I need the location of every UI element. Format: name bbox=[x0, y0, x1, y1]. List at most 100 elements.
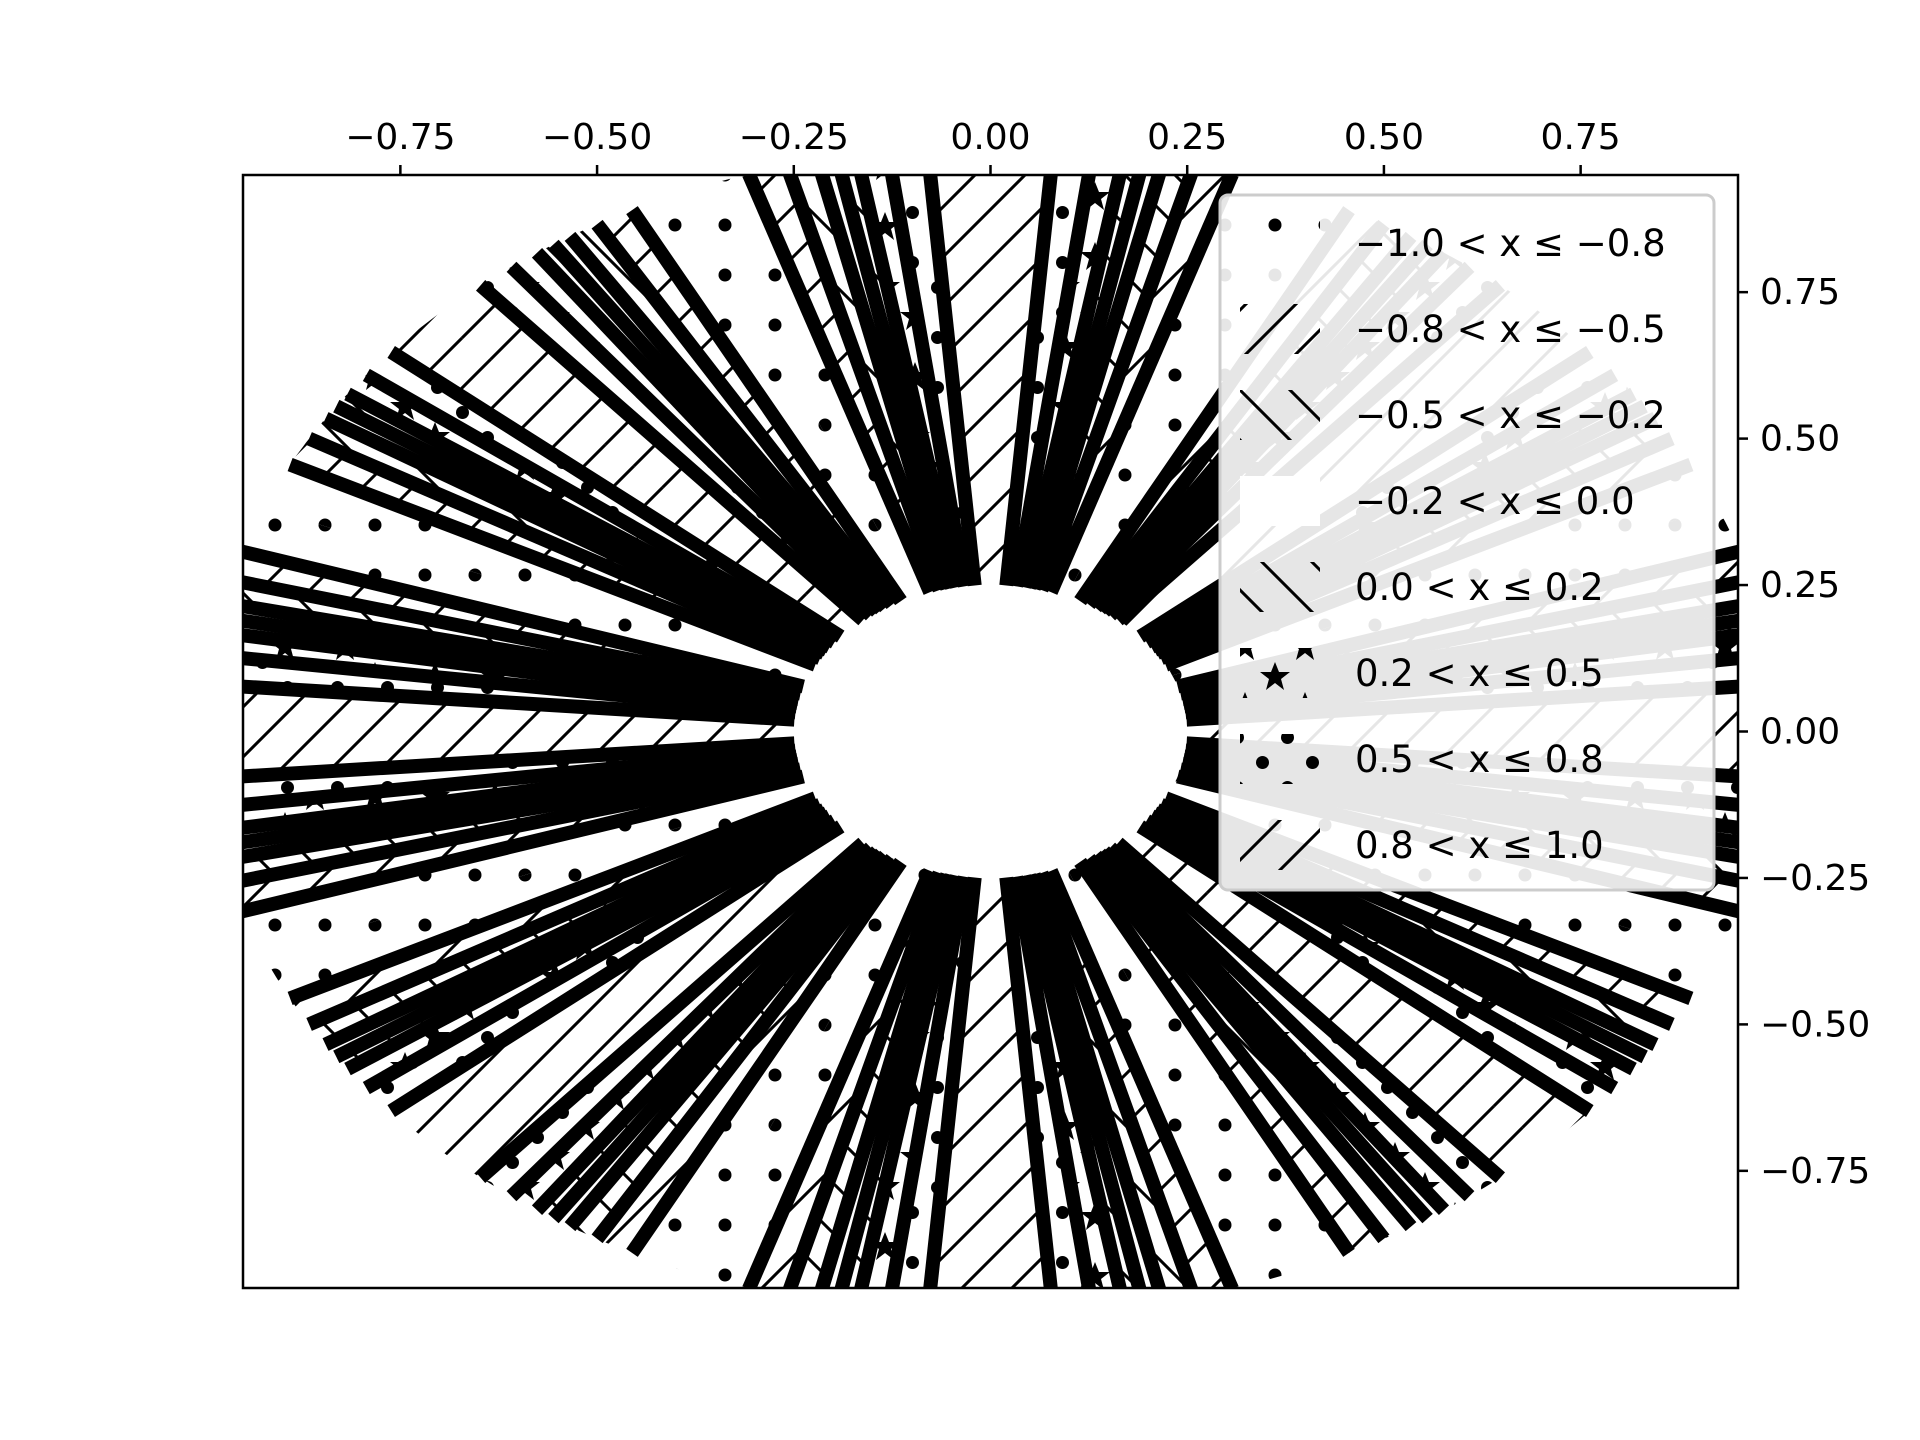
legend-label: −0.5 < x ≤ −0.2 bbox=[1355, 394, 1666, 437]
contour-band bbox=[434, 285, 863, 628]
contour-band bbox=[597, 210, 901, 605]
contour-line bbox=[923, 175, 982, 587]
contour-line bbox=[362, 814, 838, 1095]
contour-line bbox=[1009, 875, 1097, 1288]
contour-line bbox=[1034, 175, 1199, 593]
contour-band bbox=[480, 266, 871, 620]
contour-band bbox=[632, 190, 916, 602]
contour-line bbox=[531, 846, 883, 1216]
contour-line bbox=[626, 857, 907, 1257]
contour-line bbox=[1027, 872, 1167, 1288]
contour-line bbox=[506, 261, 876, 621]
contour-band bbox=[1129, 826, 1590, 1146]
contour-line bbox=[854, 874, 964, 1288]
contour-band bbox=[1050, 866, 1292, 1288]
contour-line bbox=[782, 175, 947, 593]
contour-line bbox=[854, 175, 964, 589]
contour-line bbox=[1113, 837, 1506, 1183]
contour-band bbox=[391, 317, 852, 637]
contour-line bbox=[1022, 175, 1147, 590]
contour-line bbox=[834, 175, 959, 590]
contour-line bbox=[306, 798, 823, 1031]
contour-line bbox=[387, 345, 845, 643]
contour-line bbox=[626, 206, 907, 606]
contour-line bbox=[243, 575, 802, 701]
contour-line bbox=[814, 175, 954, 591]
contour-band bbox=[243, 776, 809, 956]
contour-band bbox=[1118, 835, 1547, 1178]
y-tick-label: −0.25 bbox=[1760, 858, 1870, 899]
legend-label: 0.2 < x ≤ 0.5 bbox=[1355, 652, 1604, 695]
contour-line bbox=[475, 280, 868, 626]
legend-swatch bbox=[1240, 820, 1320, 870]
contour-line bbox=[884, 175, 972, 588]
contour-line bbox=[1009, 175, 1097, 588]
legend-swatch bbox=[1240, 476, 1320, 526]
legend-label: 0.8 < x ≤ 1.0 bbox=[1355, 824, 1604, 867]
legend-entries: −1.0 < x ≤ −0.8 −0.8 < x ≤ −0.5 −0.5 < x ≤… bbox=[1240, 218, 1666, 870]
contour-band bbox=[689, 866, 931, 1288]
legend-swatch bbox=[1240, 390, 1320, 440]
legend-swatch bbox=[1240, 218, 1320, 268]
contour-line bbox=[506, 842, 876, 1202]
contour-band bbox=[632, 861, 916, 1273]
contour-line bbox=[999, 876, 1058, 1288]
legend-label: 0.0 < x ≤ 0.2 bbox=[1355, 566, 1604, 609]
contour-line bbox=[923, 876, 982, 1288]
legend-label: −0.2 < x ≤ 0.0 bbox=[1355, 480, 1635, 523]
contour-band bbox=[243, 507, 809, 687]
contour-line bbox=[362, 368, 838, 649]
contour-line bbox=[531, 247, 883, 617]
contour-line bbox=[1136, 820, 1594, 1118]
contour-line bbox=[243, 651, 797, 720]
contour-line bbox=[243, 544, 805, 694]
contour-line bbox=[742, 868, 937, 1288]
legend: −1.0 < x ≤ −0.8 −0.8 < x ≤ −0.5 −0.5 < x ≤… bbox=[1218, 193, 1716, 892]
contour-line bbox=[287, 458, 818, 672]
contour-band bbox=[263, 464, 816, 676]
y-tick-label: 0.75 bbox=[1760, 272, 1840, 313]
contour-band bbox=[434, 835, 863, 1178]
contour-line bbox=[475, 837, 868, 1183]
contour-line bbox=[782, 870, 947, 1288]
y-tick-label: 0.50 bbox=[1760, 419, 1840, 460]
contour-line bbox=[1017, 175, 1127, 589]
contour-line bbox=[834, 873, 959, 1288]
y-tick-label: 0.00 bbox=[1760, 712, 1840, 753]
contour-line bbox=[742, 175, 937, 595]
contour-line bbox=[344, 387, 833, 654]
contour-line bbox=[306, 432, 823, 665]
contour-band bbox=[689, 175, 931, 597]
y-tick-label: −0.50 bbox=[1760, 1004, 1870, 1045]
legend-swatch bbox=[1240, 304, 1320, 354]
legend-label: −1.0 < x ≤ −0.8 bbox=[1355, 222, 1666, 265]
contour-line bbox=[814, 872, 954, 1288]
contour-line bbox=[884, 875, 972, 1288]
contour-line bbox=[243, 762, 802, 888]
contour-line bbox=[1074, 857, 1355, 1257]
x-tick-label: 0.75 bbox=[1541, 117, 1621, 158]
x-tick-label: −0.25 bbox=[739, 117, 849, 158]
contour-line bbox=[243, 628, 798, 714]
contour-line bbox=[1017, 874, 1127, 1288]
legend-label: 0.5 < x ≤ 0.8 bbox=[1355, 738, 1604, 781]
contour-line bbox=[1044, 175, 1239, 595]
contour-line bbox=[243, 743, 797, 812]
contour-line bbox=[591, 219, 898, 609]
legend-swatch bbox=[1240, 734, 1320, 784]
contour-band bbox=[391, 826, 852, 1146]
contour-line bbox=[591, 854, 898, 1244]
contour-line bbox=[1034, 870, 1199, 1288]
contour-line bbox=[1098, 846, 1450, 1216]
x-tick-label: 0.50 bbox=[1344, 117, 1424, 158]
contour-line bbox=[243, 769, 805, 919]
contour-line bbox=[243, 736, 795, 784]
y-tick-label: −0.75 bbox=[1760, 1151, 1870, 1192]
legend-swatch bbox=[1240, 562, 1320, 612]
y-tick-label: 0.25 bbox=[1760, 565, 1840, 606]
x-axis-top: −0.75 −0.50 −0.25 0.00 0.25 0.50 0.75 bbox=[345, 117, 1621, 175]
contour-band bbox=[263, 787, 816, 999]
contour-band bbox=[1110, 843, 1501, 1197]
contour-band bbox=[480, 843, 871, 1197]
